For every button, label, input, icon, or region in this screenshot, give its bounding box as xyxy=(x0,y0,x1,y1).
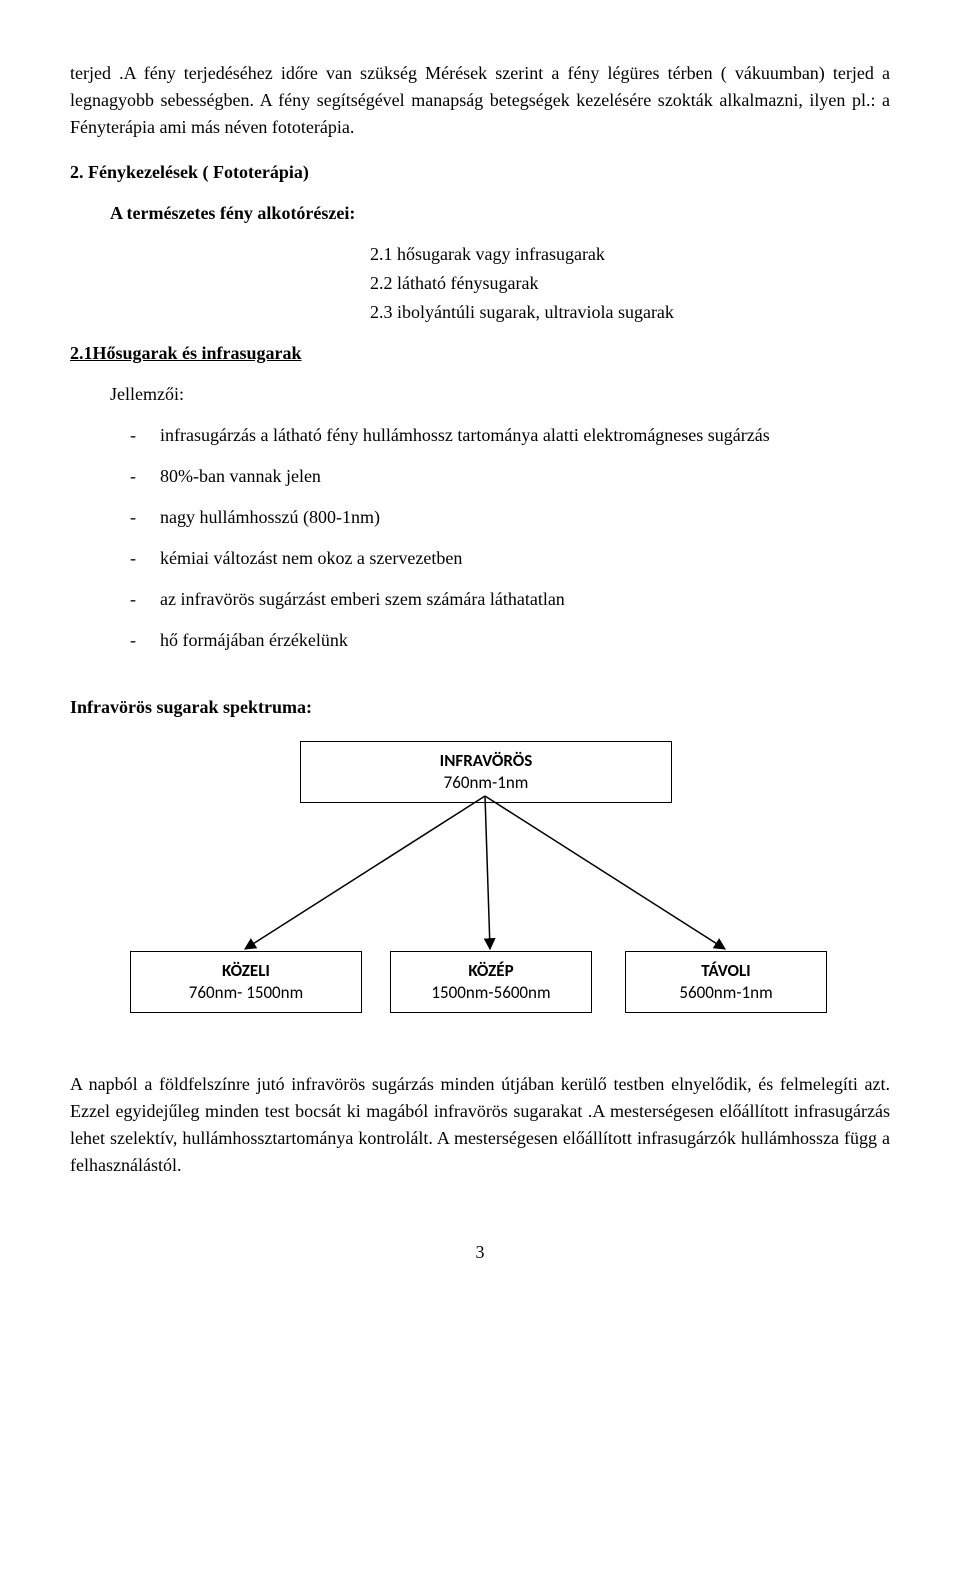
node-subtitle: 5600nm-1nm xyxy=(626,982,826,1004)
list-item: nagy hullámhosszú (800-1nm) xyxy=(130,504,890,531)
list-item: infrasugárzás a látható fény hullámhossz… xyxy=(130,422,890,449)
list-item: kémiai változást nem okoz a szervezetben xyxy=(130,545,890,572)
page-number: 3 xyxy=(70,1239,890,1266)
list-item-text: infrasugárzás a látható fény hullámhossz… xyxy=(160,425,770,445)
list-item: 2.1 hősugarak vagy infrasugarak xyxy=(370,241,890,268)
outro-paragraph: A napból a földfelszínre jutó infravörös… xyxy=(70,1071,890,1179)
diagram-node-root: INFRAVÖRÖS 760nm-1nm xyxy=(300,741,672,803)
node-subtitle: 1500nm-5600nm xyxy=(391,982,591,1004)
node-title: TÁVOLI xyxy=(626,960,826,982)
subsection-heading: A természetes fény alkotórészei: xyxy=(110,200,890,227)
diagram-node-mid: KÖZÉP 1500nm-5600nm xyxy=(390,951,592,1013)
node-subtitle: 760nm-1nm xyxy=(301,772,671,794)
list-item: 80%-ban vannak jelen xyxy=(130,463,890,490)
list-item: 2.2 látható fénysugarak xyxy=(370,270,890,297)
list-item-text: nagy hullámhosszú (800-1nm) xyxy=(160,507,380,527)
subsection-2-1-heading: 2.1Hősugarak és infrasugarak xyxy=(70,340,890,367)
node-title: KÖZÉP xyxy=(391,960,591,982)
node-subtitle: 760nm- 1500nm xyxy=(131,982,361,1004)
diagram-node-far: TÁVOLI 5600nm-1nm xyxy=(625,951,827,1013)
list-item: hő formájában érzékelünk xyxy=(130,627,890,654)
spectrum-heading: Infravörös sugarak spektruma: xyxy=(70,694,890,721)
list-item: 2.3 ibolyántúli sugarak, ultraviola suga… xyxy=(370,299,890,326)
spectrum-diagram: INFRAVÖRÖS 760nm-1nm KÖZELI 760nm- 1500n… xyxy=(70,741,890,1041)
list-item-text: kémiai változást nem okoz a szervezetben xyxy=(160,548,462,568)
characteristics-label: Jellemzői: xyxy=(110,381,890,408)
intro-paragraph: terjed .A fény terjedéséhez időre van sz… xyxy=(70,60,890,141)
section-heading-2: 2. Fénykezelések ( Fototerápia) xyxy=(70,159,890,186)
node-title: KÖZELI xyxy=(131,960,361,982)
list-item: az infravörös sugárzást emberi szem szám… xyxy=(130,586,890,613)
characteristics-list: infrasugárzás a látható fény hullámhossz… xyxy=(130,422,890,654)
node-title: INFRAVÖRÖS xyxy=(301,750,671,772)
list-item-text: hő formájában érzékelünk xyxy=(160,630,348,650)
diagram-node-near: KÖZELI 760nm- 1500nm xyxy=(130,951,362,1013)
list-item-text: 80%-ban vannak jelen xyxy=(160,466,321,486)
components-list: 2.1 hősugarak vagy infrasugarak 2.2 láth… xyxy=(370,241,890,326)
list-item-text: az infravörös sugárzást emberi szem szám… xyxy=(160,589,565,609)
